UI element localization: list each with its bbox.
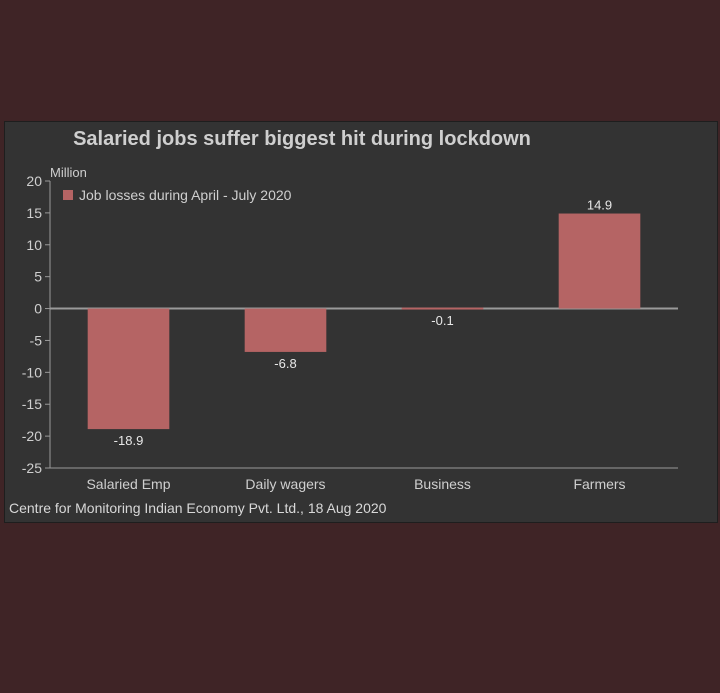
data-label: -0.1	[431, 313, 453, 328]
source-note: Centre for Monitoring Indian Economy Pvt…	[9, 500, 387, 516]
y-tick-label: -20	[22, 428, 42, 444]
y-tick-label: -25	[22, 460, 42, 476]
chart-title: Salaried jobs suffer biggest hit during …	[73, 128, 531, 150]
data-label: 14.9	[587, 198, 612, 213]
x-tick-label: Farmers	[573, 476, 625, 492]
data-label: -18.9	[114, 433, 144, 448]
bars	[87, 213, 641, 430]
y-tick-label: -5	[30, 332, 43, 348]
chart-panel: Salaried jobs suffer biggest hit during …	[4, 121, 718, 523]
data-labels: -18.9 -6.8 -0.1 14.9	[114, 198, 612, 449]
x-tick-label: Business	[414, 476, 471, 492]
bar	[244, 308, 327, 352]
y-tick-label: 5	[34, 269, 42, 285]
y-tick-label: 15	[26, 205, 42, 221]
y-tick-label: -15	[22, 396, 42, 412]
y-tick-label: -10	[22, 364, 42, 380]
data-label: -6.8	[274, 356, 296, 371]
y-tick-label: 0	[34, 301, 42, 317]
bar-chart: Salaried jobs suffer biggest hit during …	[9, 128, 678, 516]
bar	[401, 307, 484, 310]
y-axis: 20 15 10 5 0 -5 -10 -15 -20 -25	[22, 173, 51, 476]
bar	[558, 213, 641, 309]
legend-label: Job losses during April - July 2020	[79, 187, 292, 203]
y-axis-unit-label: Million	[50, 165, 87, 180]
y-tick-label: 20	[26, 173, 42, 189]
legend-swatch	[63, 190, 73, 200]
x-tick-label: Salaried Emp	[86, 476, 170, 492]
legend: Job losses during April - July 2020	[63, 187, 292, 203]
x-tick-label: Daily wagers	[245, 476, 325, 492]
bar	[87, 308, 170, 430]
y-tick-label: 10	[26, 237, 42, 253]
